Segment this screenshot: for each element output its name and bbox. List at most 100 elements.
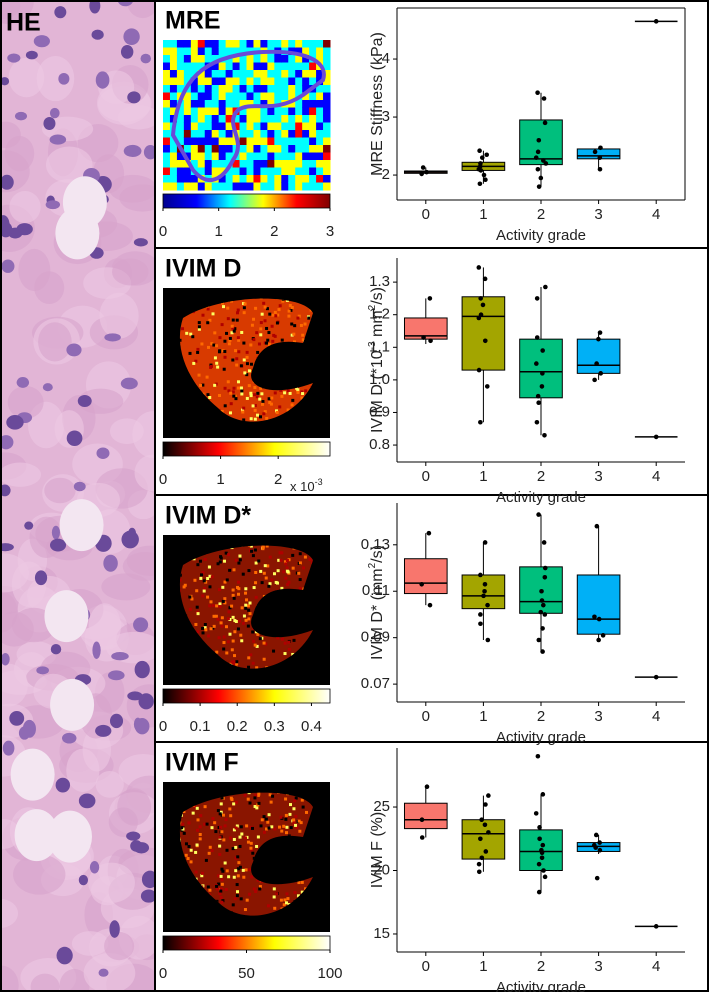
map-pixel — [265, 545, 269, 548]
map-pixel — [330, 678, 333, 681]
map-pixel — [218, 137, 227, 146]
map-pixel — [231, 615, 235, 619]
map-pixel — [225, 182, 234, 191]
map-pixel — [253, 92, 261, 101]
map-pixel — [206, 885, 210, 889]
map-pixel — [282, 903, 286, 907]
map-pixel — [232, 660, 236, 664]
y-axis-label: IVIM F (%) — [369, 812, 386, 888]
map-pixel — [246, 130, 254, 138]
x-tick-label: 2 — [537, 468, 545, 485]
map-pixel — [234, 826, 238, 830]
map-pixel — [246, 77, 254, 86]
colorbar-tick-label: 0.2 — [227, 718, 248, 735]
map-pixel — [274, 932, 277, 935]
map-pixel — [219, 810, 223, 814]
map-pixel — [253, 805, 257, 809]
colorbar-tick-label: 50 — [238, 965, 255, 982]
map-pixel — [296, 894, 300, 898]
map-pixel — [249, 417, 253, 421]
he-nucleus — [66, 343, 82, 357]
map-pixel — [272, 572, 276, 576]
map-pixel — [241, 408, 245, 412]
map-pixel — [272, 333, 276, 337]
map-pixel — [183, 100, 192, 108]
map-pixel — [246, 62, 254, 71]
map-pixel — [191, 335, 195, 339]
map-pixel — [267, 107, 275, 116]
y-tick-label: 0.13 — [361, 536, 390, 553]
map-pixel — [302, 115, 310, 123]
map-pixel — [275, 409, 279, 413]
map-pixel — [286, 583, 290, 587]
he-cell — [36, 55, 75, 102]
map-pixel — [270, 825, 274, 829]
map-pixel — [285, 825, 289, 829]
colorbar-tick-label: 2 — [274, 471, 282, 488]
map-pixel — [290, 322, 294, 326]
data-point — [476, 367, 482, 373]
he-nucleus — [134, 660, 150, 679]
map-pixel — [191, 811, 195, 815]
map-pixel — [297, 881, 301, 885]
map-pixel — [211, 62, 220, 71]
box — [403, 317, 448, 340]
map-pixel — [199, 383, 203, 387]
map-pixel — [169, 107, 178, 116]
data-point — [483, 849, 489, 854]
map-pixel — [231, 358, 235, 362]
he-nucleus — [61, 732, 77, 744]
map-pixel — [212, 343, 216, 347]
data-point — [536, 889, 542, 895]
y-axis-label-part: mm — [369, 310, 386, 341]
map-pixel — [253, 107, 261, 116]
colorbar-tick-label: 0.4 — [301, 718, 322, 735]
map-pixel — [274, 85, 282, 93]
map-pixel — [225, 85, 234, 93]
map-pixel — [209, 627, 213, 631]
map-pixel — [284, 797, 288, 801]
map-pixel — [163, 137, 171, 146]
data-point — [484, 384, 490, 389]
data-point — [542, 575, 548, 580]
data-point — [533, 811, 539, 816]
map-pixel — [323, 137, 331, 146]
map-pixel — [295, 137, 303, 146]
map-pixel — [281, 77, 289, 86]
map-pixel — [221, 301, 225, 305]
map-pixel — [181, 327, 185, 331]
map-pixel — [227, 389, 231, 393]
map-pixel — [296, 390, 300, 394]
he-nucleus — [126, 831, 141, 841]
map-pixel — [208, 888, 212, 892]
y-tick-label: 4 — [382, 50, 390, 67]
box — [519, 119, 563, 166]
map-pixel — [224, 818, 228, 822]
map-pixel — [302, 566, 306, 570]
he-nucleus — [50, 643, 62, 655]
map-pixel — [279, 388, 283, 392]
map-pixel — [205, 375, 209, 379]
map-pixel — [265, 341, 269, 345]
data-point — [481, 172, 487, 178]
map-pixel — [246, 100, 254, 108]
map-pixel — [262, 301, 266, 305]
map-pixel — [277, 308, 281, 312]
map-pixel — [231, 318, 235, 322]
map-pixel — [183, 55, 192, 63]
data-point — [542, 120, 548, 126]
map-pixel — [232, 122, 241, 131]
box — [461, 296, 506, 371]
map-pixel — [188, 351, 192, 355]
map-pixel — [247, 792, 251, 795]
map-pixel — [176, 107, 185, 116]
map-pixel — [262, 571, 266, 575]
he-nucleus — [6, 415, 24, 430]
map-pixel — [302, 40, 310, 48]
map-pixel — [218, 394, 222, 398]
he-nucleus — [107, 670, 125, 681]
map-pixel — [219, 889, 223, 893]
map-pixel — [190, 130, 199, 138]
map-pixel — [197, 77, 206, 86]
map-pixel — [225, 137, 234, 146]
